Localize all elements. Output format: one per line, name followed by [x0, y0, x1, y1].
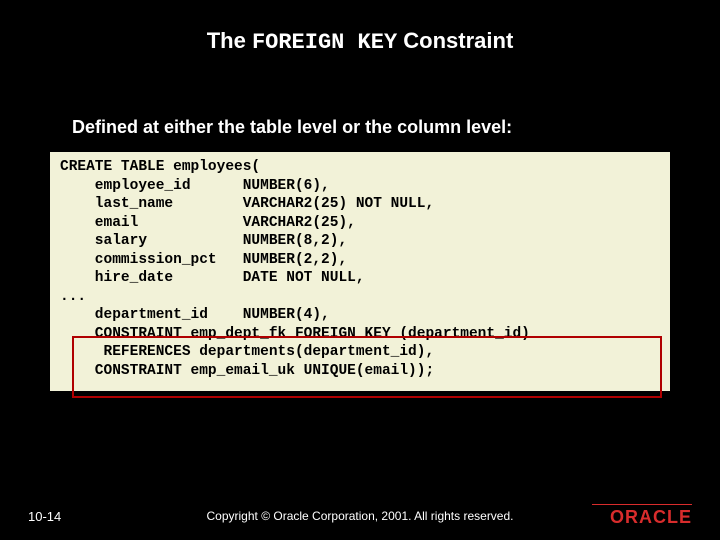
slide-subtitle: Defined at either the table level or the… — [72, 117, 720, 138]
page-number: 10-14 — [28, 509, 61, 524]
logo-text: ORACLE — [592, 507, 692, 528]
code-text: CREATE TABLE employees( employee_id NUMB… — [60, 159, 530, 379]
title-suffix: Constraint — [397, 28, 513, 53]
code-block: CREATE TABLE employees( employee_id NUMB… — [48, 150, 672, 393]
copyright-text: Copyright © Oracle Corporation, 2001. Al… — [207, 509, 514, 523]
oracle-logo: ORACLE — [592, 504, 692, 528]
footer: 10-14 Copyright © Oracle Corporation, 20… — [0, 504, 720, 528]
title-prefix: The — [207, 28, 252, 53]
slide-title: The FOREIGN KEY Constraint — [0, 0, 720, 55]
title-keyword: FOREIGN KEY — [252, 30, 397, 55]
logo-line — [592, 504, 692, 505]
